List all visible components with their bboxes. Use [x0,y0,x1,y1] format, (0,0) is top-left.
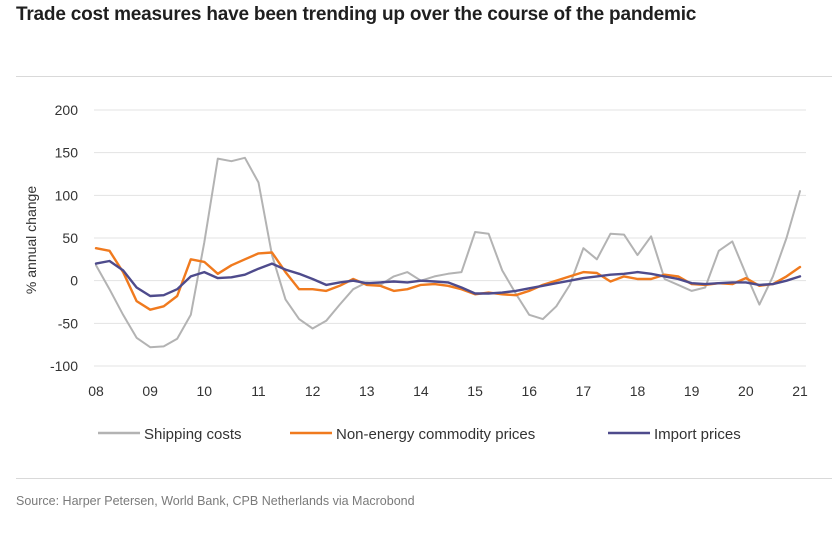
legend-label-import: Import prices [654,426,741,443]
y-axis-label: % annual change [23,186,39,294]
series-layer [94,156,802,349]
legend: Shipping costs Non-energy commodity price… [98,426,741,443]
y-tick-label: -100 [50,358,78,374]
legend-label-commodity: Non-energy commodity prices [336,426,535,443]
x-tick-label: 09 [142,383,158,399]
y-tick-label: 0 [70,273,78,289]
y-tick-label: 50 [62,230,78,246]
x-tick-label: 19 [684,383,700,399]
y-tick-label: 200 [55,102,79,118]
series-line-import [94,259,802,298]
series-line-commodity [94,246,802,311]
x-tick-label: 18 [630,383,646,399]
chart-title: Trade cost measures have been trending u… [16,4,697,25]
x-tick-label: 08 [88,383,104,399]
y-tick-label: 100 [55,187,79,203]
y-tick-label: -50 [58,315,78,331]
series-line-shipping [95,156,801,349]
x-tick-label: 11 [251,383,266,399]
top-divider [16,76,832,77]
x-tick-label: 17 [576,383,592,399]
bottom-divider [16,478,832,479]
line-chart: 200 150 100 50 0 -50 -100 08 09 10 11 12 13 14 15 16 17 1… [23,102,808,443]
x-tick-label: 12 [305,383,321,399]
grid-layer [94,109,806,367]
x-tick-label: 20 [738,383,754,399]
x-tick-label: 15 [467,383,483,399]
x-tick-label: 16 [521,383,537,399]
axis-layer: 200 150 100 50 0 -50 -100 08 09 10 11 12 13 14 15 16 17 1… [50,102,808,399]
x-tick-label: 13 [359,383,375,399]
legend-label-shipping: Shipping costs [144,426,242,443]
x-tick-label: 10 [197,383,213,399]
x-tick-label: 14 [413,383,429,399]
source-note: Source: Harper Petersen, World Bank, CPB… [16,494,415,508]
y-tick-label: 150 [55,145,79,161]
x-tick-label: 21 [792,383,808,399]
